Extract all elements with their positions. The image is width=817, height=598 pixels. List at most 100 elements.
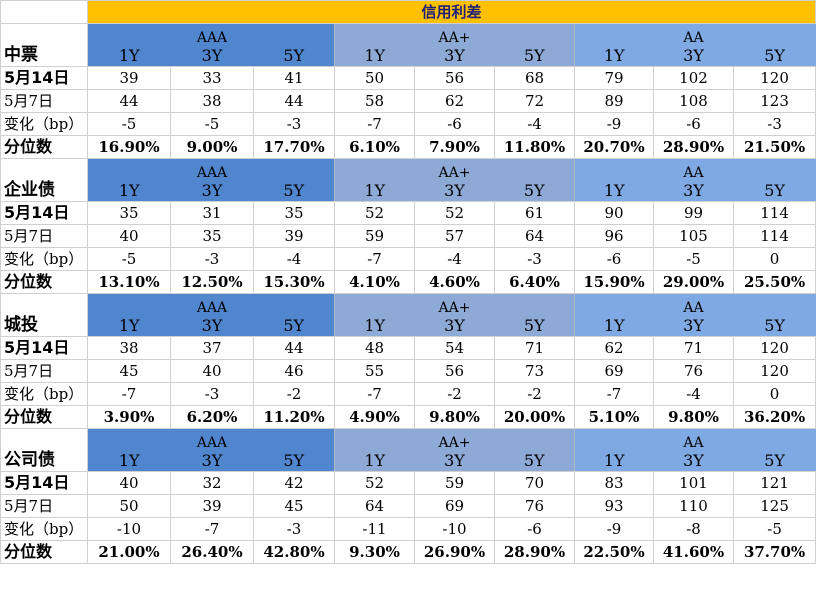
table-row-date-current: 5月14日 40 32 42 52 59 70 83 101 121 xyxy=(0,471,817,495)
value-cell: 50 xyxy=(334,66,415,90)
table-row-percentile: 分位数 13.10% 12.50% 15.30% 4.10% 4.60% 6.40% 15.9… xyxy=(0,270,817,294)
value-cell: 21.50% xyxy=(732,135,817,159)
value-cell: 4.60% xyxy=(414,270,495,294)
value-cell: 40 xyxy=(87,224,171,248)
value-cell: 42 xyxy=(253,471,335,495)
row-label: 5月14日 xyxy=(0,201,88,225)
table-row-date-prev: 5月7日 44 38 44 58 62 72 89 108 123 xyxy=(0,89,817,113)
rating-header-fill xyxy=(334,293,415,315)
value-cell: 6.40% xyxy=(494,270,575,294)
tenor-header-row: 1Y 3Y 5Y 1Y 3Y 5Y 1Y 3Y 5Y xyxy=(1,315,816,337)
value-cell: 9.80% xyxy=(414,405,495,429)
row-label: 5月7日 xyxy=(0,89,88,113)
tenor-label: 3Y xyxy=(170,315,254,337)
tenor-label: 3Y xyxy=(170,45,254,67)
value-cell: 50 xyxy=(87,494,171,518)
tenor-label: 5Y xyxy=(733,180,816,202)
value-cell: 13.10% xyxy=(87,270,171,294)
row-label: 变化（bp） xyxy=(0,112,88,136)
rating-header-fill xyxy=(574,428,654,450)
value-cell: 99 xyxy=(653,201,734,225)
value-cell: -7 xyxy=(334,247,415,271)
value-cell: 12.50% xyxy=(170,270,254,294)
value-cell: 32 xyxy=(170,471,254,495)
value-cell: 11.80% xyxy=(494,135,575,159)
value-cell: -2 xyxy=(414,382,495,406)
value-cell: -9 xyxy=(574,112,654,136)
value-cell: 125 xyxy=(732,494,817,518)
tenor-label: 1Y xyxy=(574,315,654,337)
value-cell: 37.70% xyxy=(732,540,817,564)
value-cell: 64 xyxy=(494,224,575,248)
tenor-label: 5Y xyxy=(494,450,575,472)
rating-header-row: 城投 AAA AA+ AA xyxy=(0,293,816,337)
value-cell: 7.90% xyxy=(414,135,495,159)
tenor-header-row: 1Y 3Y 5Y 1Y 3Y 5Y 1Y 3Y 5Y xyxy=(1,180,816,202)
value-cell: 33 xyxy=(170,66,254,90)
rating-label-aa: AA xyxy=(653,23,734,45)
tenor-label: 5Y xyxy=(253,315,335,337)
tenor-label: 1Y xyxy=(334,450,415,472)
value-cell: -7 xyxy=(334,382,415,406)
value-cell: 28.90% xyxy=(653,135,734,159)
tenor-label: 5Y xyxy=(494,180,575,202)
value-cell: 114 xyxy=(732,224,817,248)
rating-header-fill xyxy=(733,428,816,450)
rating-label-aa: AA xyxy=(653,293,734,315)
value-cell: 69 xyxy=(414,494,495,518)
rating-header-row: 中票 AAA AA+ AA xyxy=(0,23,816,67)
value-cell: 83 xyxy=(574,471,654,495)
value-cell: 9.00% xyxy=(170,135,254,159)
value-cell: 44 xyxy=(253,89,335,113)
value-cell: -7 xyxy=(170,517,254,541)
rating-label-aa: AA xyxy=(653,158,734,180)
row-label: 5月14日 xyxy=(0,66,88,90)
table-row-date-current: 5月14日 39 33 41 50 56 68 79 102 120 xyxy=(0,66,817,90)
value-cell: -4 xyxy=(494,112,575,136)
rating-header-fill xyxy=(494,293,575,315)
rating-label-aaa: AAA xyxy=(170,428,254,450)
tenor-label: 3Y xyxy=(414,450,495,472)
tenor-label: 1Y xyxy=(87,180,171,202)
value-cell: 62 xyxy=(574,336,654,360)
value-cell: 110 xyxy=(653,494,734,518)
value-cell: 4.10% xyxy=(334,270,415,294)
value-cell: 70 xyxy=(494,471,575,495)
value-cell: -4 xyxy=(414,247,495,271)
rating-header-fill xyxy=(87,23,171,45)
value-cell: -4 xyxy=(253,247,335,271)
rating-header-fill xyxy=(494,23,575,45)
tenor-header-row: 1Y 3Y 5Y 1Y 3Y 5Y 1Y 3Y 5Y xyxy=(1,450,816,472)
value-cell: 3.90% xyxy=(87,405,171,429)
value-cell: 76 xyxy=(653,359,734,383)
value-cell: 45 xyxy=(87,359,171,383)
tenor-label: 1Y xyxy=(87,450,171,472)
section-label: 公司债 xyxy=(0,428,88,472)
tenor-label: 1Y xyxy=(334,45,415,67)
value-cell: 9.30% xyxy=(334,540,415,564)
table-row-date-prev: 5月7日 40 35 39 59 57 64 96 105 114 xyxy=(0,224,817,248)
rating-label-aa-plus: AA+ xyxy=(414,23,495,45)
table-row-percentile: 分位数 16.90% 9.00% 17.70% 6.10% 7.90% 11.80% 20.7… xyxy=(0,135,817,159)
value-cell: 114 xyxy=(732,201,817,225)
value-cell: 44 xyxy=(87,89,171,113)
value-cell: 42.80% xyxy=(253,540,335,564)
value-cell: -6 xyxy=(574,247,654,271)
rating-header-fill xyxy=(87,158,171,180)
value-cell: -6 xyxy=(494,517,575,541)
value-cell: 15.30% xyxy=(253,270,335,294)
row-label: 5月7日 xyxy=(0,494,88,518)
value-cell: 59 xyxy=(334,224,415,248)
value-cell: 40 xyxy=(87,471,171,495)
value-cell: 17.70% xyxy=(253,135,335,159)
value-cell: 9.80% xyxy=(653,405,734,429)
value-cell: 40 xyxy=(170,359,254,383)
value-cell: -5 xyxy=(732,517,817,541)
section-label: 企业债 xyxy=(0,158,88,202)
value-cell: 101 xyxy=(653,471,734,495)
value-cell: -3 xyxy=(494,247,575,271)
value-cell: 37 xyxy=(170,336,254,360)
value-cell: 58 xyxy=(334,89,415,113)
row-label: 5月14日 xyxy=(0,471,88,495)
value-cell: -7 xyxy=(334,112,415,136)
